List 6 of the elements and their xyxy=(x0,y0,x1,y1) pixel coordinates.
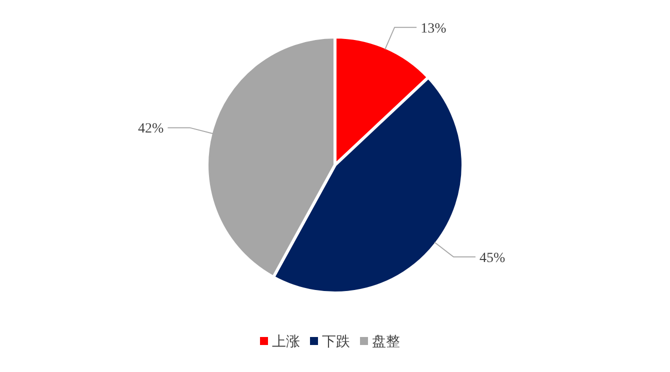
legend-label: 盘整 xyxy=(372,334,400,350)
data-label: 42% xyxy=(138,122,164,137)
data-label: 13% xyxy=(420,21,447,36)
legend-label: 上涨 xyxy=(272,334,300,350)
data-label: 45% xyxy=(480,250,506,266)
legend-label: 下跌 xyxy=(322,334,350,350)
